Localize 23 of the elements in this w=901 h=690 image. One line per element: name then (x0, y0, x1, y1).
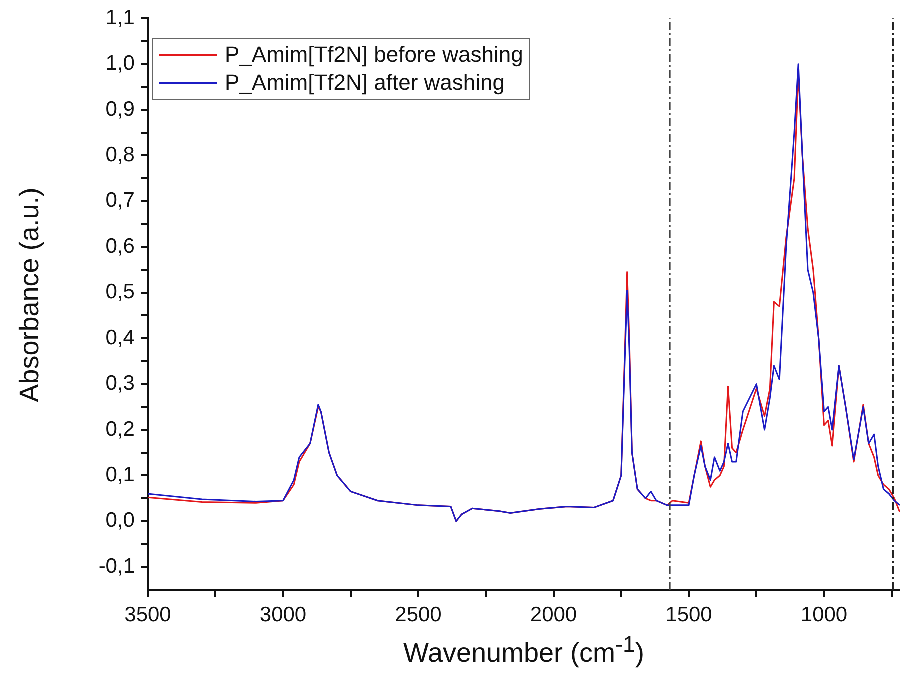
y-tick-label: 0,2 (106, 418, 135, 441)
y-tick-label: 0,8 (106, 144, 135, 167)
y-tick-label: 0,4 (106, 326, 136, 350)
legend-label: P_Amim[Tf2N] before washing (225, 41, 524, 69)
y-tick-label: 0,9 (106, 98, 135, 121)
x-tick-label: 3000 (260, 603, 307, 626)
legend-label: P_Amim[Tf2N] after washing (225, 69, 505, 97)
y-tick-label: 0,7 (106, 189, 135, 212)
y-axis-title: Absorbance (a.u.) (14, 188, 46, 402)
y-tick-label: 1,0 (106, 52, 135, 76)
y-tick-label: -0,1 (98, 554, 135, 578)
x-axis-title: Wavenumber (cm$^{-1}$) (402, 632, 646, 669)
x-tick-label: 2500 (395, 603, 442, 626)
y-tick-label: 0,6 (106, 234, 135, 258)
x-tick-label: 1000 (800, 603, 848, 626)
y-tick-label: 0,5 (106, 280, 135, 304)
x-tick-label: 3500 (124, 603, 172, 626)
y-tick-label: 1,1 (106, 6, 135, 30)
x-tick-label: 2000 (530, 603, 578, 626)
x-tick-label: 1500 (666, 603, 712, 626)
y-tick-label: 0,0 (106, 509, 135, 532)
y-tick-label: 0,1 (106, 464, 135, 487)
y-tick-label: 0,3 (106, 372, 135, 396)
